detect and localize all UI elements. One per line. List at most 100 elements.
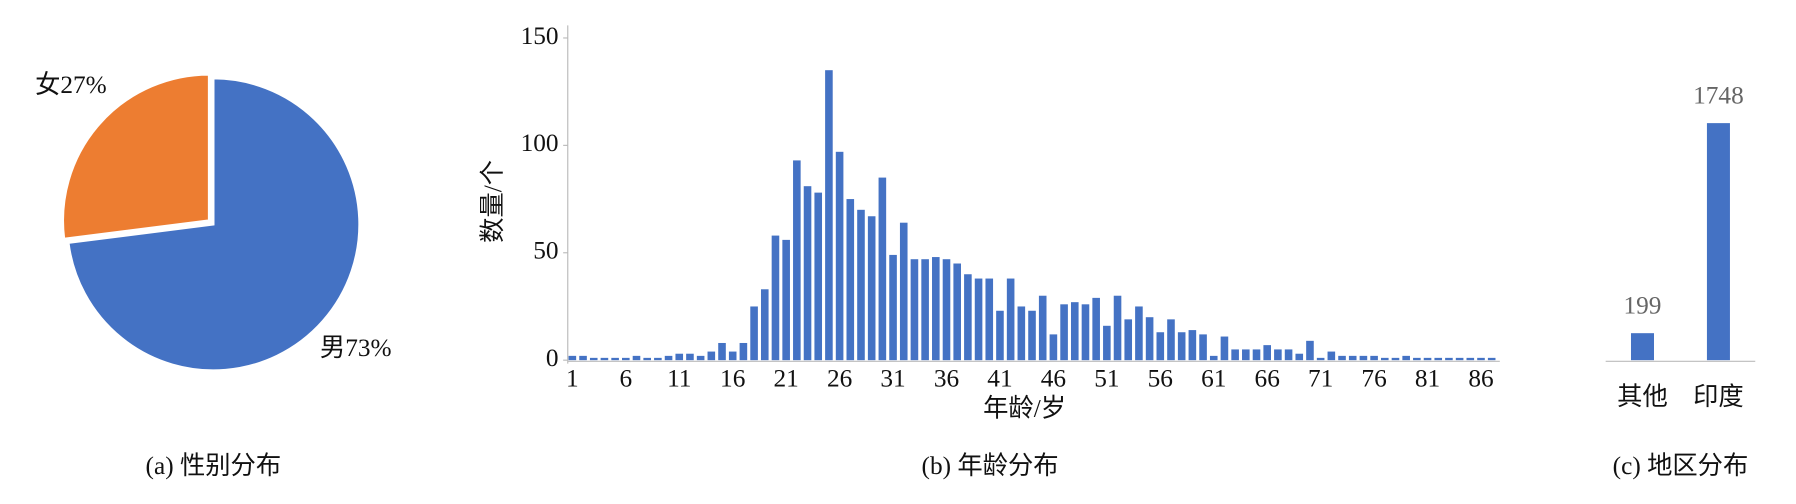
bar [632, 355, 641, 361]
x-tick-label: 16 [720, 365, 745, 393]
bar [996, 310, 1004, 361]
bar [814, 192, 823, 361]
bar [857, 209, 865, 361]
bar [1135, 306, 1143, 361]
pie-slice [61, 73, 211, 241]
bar [974, 278, 983, 361]
x-tick-label: 86 [1468, 365, 1493, 393]
bar [867, 216, 876, 361]
x-tick-label: 66 [1255, 365, 1280, 393]
bar [1113, 295, 1122, 361]
bar [675, 353, 684, 361]
bar [1252, 349, 1261, 361]
bar [1348, 355, 1357, 361]
y-tick-label: 50 [533, 237, 558, 265]
bar [643, 357, 651, 361]
bar [1630, 333, 1654, 361]
x-tick-label: 46 [1041, 365, 1066, 393]
bar [1338, 355, 1346, 361]
bar [1706, 123, 1730, 361]
bar [985, 278, 994, 361]
bar [760, 289, 769, 361]
bar [1327, 351, 1336, 361]
bar [1124, 319, 1133, 361]
bar [718, 342, 726, 361]
bar [1177, 332, 1186, 361]
bar [1295, 353, 1304, 361]
y-tick-label: 150 [521, 22, 559, 50]
data-label: 女27% [35, 71, 107, 99]
caption: (c) 地区分布 [1613, 452, 1749, 480]
bar [1445, 357, 1453, 361]
bar [1391, 357, 1400, 361]
bar [825, 70, 833, 361]
bar [1413, 357, 1421, 361]
bar [910, 259, 919, 361]
bar [750, 306, 758, 361]
pie-slice [67, 77, 361, 372]
bar [1017, 306, 1026, 361]
bar [1402, 355, 1410, 361]
bar [1477, 357, 1485, 361]
x-tick-label: 26 [827, 365, 852, 393]
bar [654, 357, 662, 361]
y-tick-label: 0 [546, 344, 559, 372]
caption: (b) 年龄分布 [922, 452, 1059, 480]
x-tick-label: 11 [667, 365, 691, 393]
bar [1455, 357, 1464, 361]
bar [600, 357, 609, 361]
x-tick-label: 6 [619, 365, 632, 393]
data-label: 199 [1624, 292, 1662, 320]
bar [1070, 302, 1079, 361]
x-tick-label: 31 [880, 365, 905, 393]
bar [1060, 304, 1068, 361]
caption: (a) 性别分布 [146, 452, 282, 480]
bar [803, 186, 812, 361]
bar [1220, 336, 1229, 361]
x-axis-label: 年龄/岁 [983, 395, 1066, 423]
bar [568, 355, 577, 361]
bar [1231, 349, 1239, 361]
bar [728, 351, 737, 361]
x-tick-label: 61 [1201, 365, 1226, 393]
bar [964, 274, 972, 361]
bar [1145, 317, 1154, 361]
bar [622, 357, 630, 361]
bar [696, 355, 705, 361]
x-tick-label: 其他 [1617, 383, 1668, 411]
bar [889, 254, 897, 361]
x-tick-label: 56 [1148, 365, 1173, 393]
bar [1306, 340, 1314, 361]
bar [1038, 295, 1047, 361]
x-tick-label: 21 [774, 365, 799, 393]
bar [953, 263, 961, 361]
bar [771, 235, 780, 361]
bar [932, 257, 940, 361]
bar [579, 355, 587, 361]
bar [739, 342, 748, 361]
bar [1423, 357, 1432, 361]
bar [1263, 345, 1271, 361]
bar [782, 239, 790, 361]
bar [1316, 357, 1325, 361]
y-axis-label: 数量/个 [479, 160, 507, 243]
bar [878, 177, 887, 361]
data-label: 男73% [320, 334, 392, 362]
x-tick-label: 81 [1415, 365, 1440, 393]
bar [1081, 304, 1090, 361]
y-tick-label: 100 [521, 129, 559, 157]
bar [1434, 357, 1443, 361]
x-tick-label: 76 [1361, 365, 1386, 393]
bar [921, 259, 929, 361]
bar [1167, 319, 1175, 361]
bar [1466, 357, 1475, 361]
bar [793, 160, 801, 361]
bar [1188, 330, 1197, 361]
bar [942, 259, 951, 361]
x-tick-label: 36 [934, 365, 959, 393]
x-tick-label: 51 [1094, 365, 1119, 393]
bar [1028, 310, 1036, 361]
bar [707, 351, 716, 361]
bar [1092, 297, 1100, 361]
